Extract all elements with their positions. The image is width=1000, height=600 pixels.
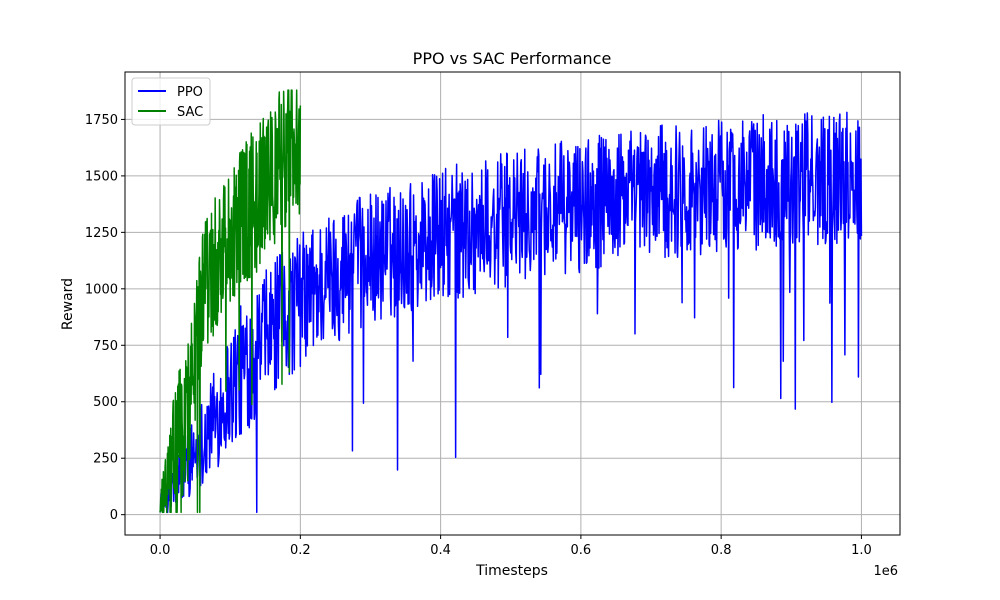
y-tick-label: 500 [93, 395, 118, 410]
legend-label-sac: SAC [177, 105, 203, 120]
x-tick-label: 0.2 [290, 543, 311, 558]
legend-label-ppo: PPO [177, 85, 203, 100]
x-tick-label: 0.0 [150, 543, 171, 558]
series-line-sac [159, 89, 302, 514]
tick-layer: 0.0 0.2 0.4 0.6 0.8 1.0 0 250 500 750 1000 1250 1500… [85, 113, 872, 558]
x-tick-label: 0.8 [711, 543, 732, 558]
x-axis-label: Timesteps [475, 563, 548, 579]
y-tick-label: 250 [93, 452, 118, 467]
x-axis-scale-label: 1e6 [873, 564, 898, 579]
y-tick-label: 750 [93, 339, 118, 354]
x-tick-label: 0.6 [571, 543, 592, 558]
y-tick-label: 1250 [85, 226, 118, 241]
plot-area [159, 89, 863, 514]
x-tick-label: 1.0 [851, 543, 872, 558]
chart-title: PPO vs SAC Performance [413, 49, 612, 68]
y-axis-label: Reward [60, 278, 76, 330]
axes-frame [124, 71, 901, 536]
y-tick-label: 1500 [85, 169, 118, 184]
x-tick-label: 0.4 [430, 543, 451, 558]
legend-box [131, 77, 211, 126]
y-tick-label: 1750 [85, 113, 118, 128]
series-line-ppo [159, 111, 863, 514]
y-tick-label: 1000 [85, 282, 118, 297]
y-tick-label: 0 [110, 508, 118, 523]
series-layer [159, 89, 863, 514]
legend: PPO SAC [131, 77, 211, 126]
